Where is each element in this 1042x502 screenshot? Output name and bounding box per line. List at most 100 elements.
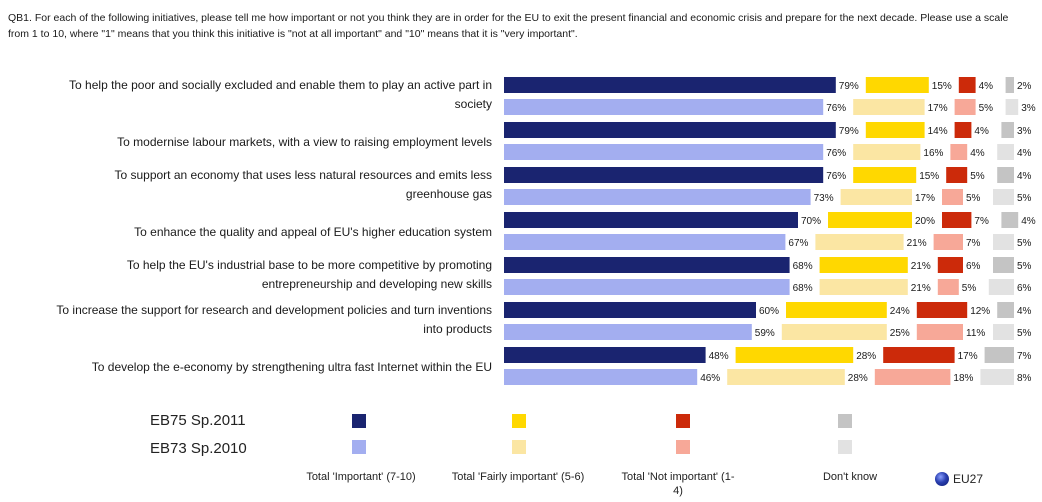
data-label: 73% <box>814 193 834 204</box>
bar-fairly-2011 <box>735 347 854 363</box>
bar-dk-2011 <box>1001 212 1019 228</box>
data-label: 59% <box>755 328 775 339</box>
data-label: 4% <box>1017 306 1032 317</box>
question-text: QB1. For each of the following initiativ… <box>8 12 1009 40</box>
data-label: 14% <box>928 126 948 137</box>
data-label: 4% <box>1017 171 1032 182</box>
bar-dk-2010 <box>988 279 1014 295</box>
legend-swatch-important-2011 <box>352 414 366 428</box>
data-label: 4% <box>970 148 985 159</box>
bar-important-2011 <box>504 167 824 183</box>
bar-fairly-2011 <box>819 257 908 273</box>
bar-fairly-2011 <box>865 122 925 138</box>
data-label: 6% <box>966 261 981 272</box>
legend-col-important: Total 'Important' (7-10) <box>306 471 416 483</box>
data-label: 60% <box>759 306 779 317</box>
bar-dk-2010 <box>980 369 1014 385</box>
bar-not-2011 <box>937 257 963 273</box>
data-label: 4% <box>974 126 989 137</box>
bar-important-2010 <box>504 369 698 385</box>
bar-fairly-2011 <box>786 302 887 318</box>
category-label: To modernise labour markets, with a view… <box>117 135 492 149</box>
data-label: 15% <box>932 81 952 92</box>
data-label: 5% <box>1017 328 1032 339</box>
bar-important-2010 <box>504 234 786 250</box>
data-label: 70% <box>801 216 821 227</box>
bar-not-2011 <box>958 77 976 93</box>
bar-not-2010 <box>942 189 963 205</box>
bar-important-2011 <box>504 77 836 93</box>
bar-dk-2010 <box>993 324 1014 340</box>
data-label: 48% <box>709 351 729 362</box>
legend-col-not: Total 'Not important' (1-4) <box>621 471 735 497</box>
bar-important-2010 <box>504 324 752 340</box>
bar-fairly-2010 <box>815 234 904 250</box>
legend-row-2010: EB73 Sp.2010 <box>150 440 247 457</box>
legend-swatch-fairly-2010 <box>512 440 526 454</box>
legend-col-dk: Don't know <box>822 471 878 483</box>
bar-important-2010 <box>504 279 790 295</box>
bar-fairly-2010 <box>727 369 845 385</box>
data-label: 3% <box>1017 126 1032 137</box>
category-label: entrepreneurship and developing new skil… <box>262 277 492 291</box>
data-label: 7% <box>966 238 981 249</box>
bar-dk-2011 <box>997 302 1014 318</box>
data-label: 76% <box>826 103 846 114</box>
data-label: 5% <box>1017 193 1032 204</box>
data-label: 5% <box>966 193 981 204</box>
bar-fairly-2010 <box>853 144 921 160</box>
data-label: 79% <box>839 81 859 92</box>
bar-not-2010 <box>937 279 959 295</box>
data-label: 4% <box>1017 148 1032 159</box>
bar-important-2011 <box>504 122 836 138</box>
data-label: 16% <box>923 148 943 159</box>
data-label: 20% <box>915 216 935 227</box>
data-label: 79% <box>839 126 859 137</box>
bar-dk-2011 <box>1005 77 1014 93</box>
bar-fairly-2011 <box>828 212 912 228</box>
category-label: greenhouse gas <box>406 187 492 201</box>
bar-important-2011 <box>504 302 756 318</box>
legend-col-fairly: Total 'Fairly important' (5-6) <box>451 471 585 483</box>
globe-icon <box>935 472 949 486</box>
data-label: 28% <box>856 351 876 362</box>
data-label: 21% <box>911 283 931 294</box>
bar-fairly-2010 <box>853 99 925 115</box>
bar-important-2010 <box>504 189 811 205</box>
bar-not-2010 <box>933 234 963 250</box>
data-label: 5% <box>1017 238 1032 249</box>
bar-not-2011 <box>883 347 955 363</box>
data-label: 18% <box>953 373 973 384</box>
data-label: 21% <box>911 261 931 272</box>
data-label: 7% <box>974 216 989 227</box>
legend-swatch-dk-2010 <box>838 440 852 454</box>
data-label: 8% <box>1017 373 1032 384</box>
data-label: 68% <box>793 283 813 294</box>
bar-important-2011 <box>504 212 798 228</box>
legend-swatch-important-2010 <box>352 440 366 454</box>
data-label: 21% <box>907 238 927 249</box>
data-label: 5% <box>970 171 985 182</box>
data-label: 25% <box>890 328 910 339</box>
category-label: To support an economy that uses less nat… <box>114 168 492 182</box>
eu27-badge: EU27 <box>935 472 983 486</box>
bar-important-2010 <box>504 144 824 160</box>
eu27-label: EU27 <box>953 472 984 486</box>
bar-fairly-2011 <box>853 167 917 183</box>
data-label: 68% <box>793 261 813 272</box>
bar-dk-2010 <box>993 189 1014 205</box>
bar-dk-2010 <box>997 144 1014 160</box>
data-label: 17% <box>915 193 935 204</box>
data-label: 76% <box>826 171 846 182</box>
legend-swatch-not-2011 <box>676 414 690 428</box>
bar-dk-2011 <box>1001 122 1014 138</box>
data-label: 15% <box>919 171 939 182</box>
bar-dk-2010 <box>993 234 1014 250</box>
category-label: into products <box>423 322 492 336</box>
bar-dk-2011 <box>997 167 1014 183</box>
bar-not-2010 <box>954 99 976 115</box>
bar-dk-2010 <box>1005 99 1019 115</box>
category-label: To help the poor and socially excluded a… <box>69 78 492 92</box>
bar-not-2011 <box>954 122 972 138</box>
bar-dk-2011 <box>984 347 1014 363</box>
